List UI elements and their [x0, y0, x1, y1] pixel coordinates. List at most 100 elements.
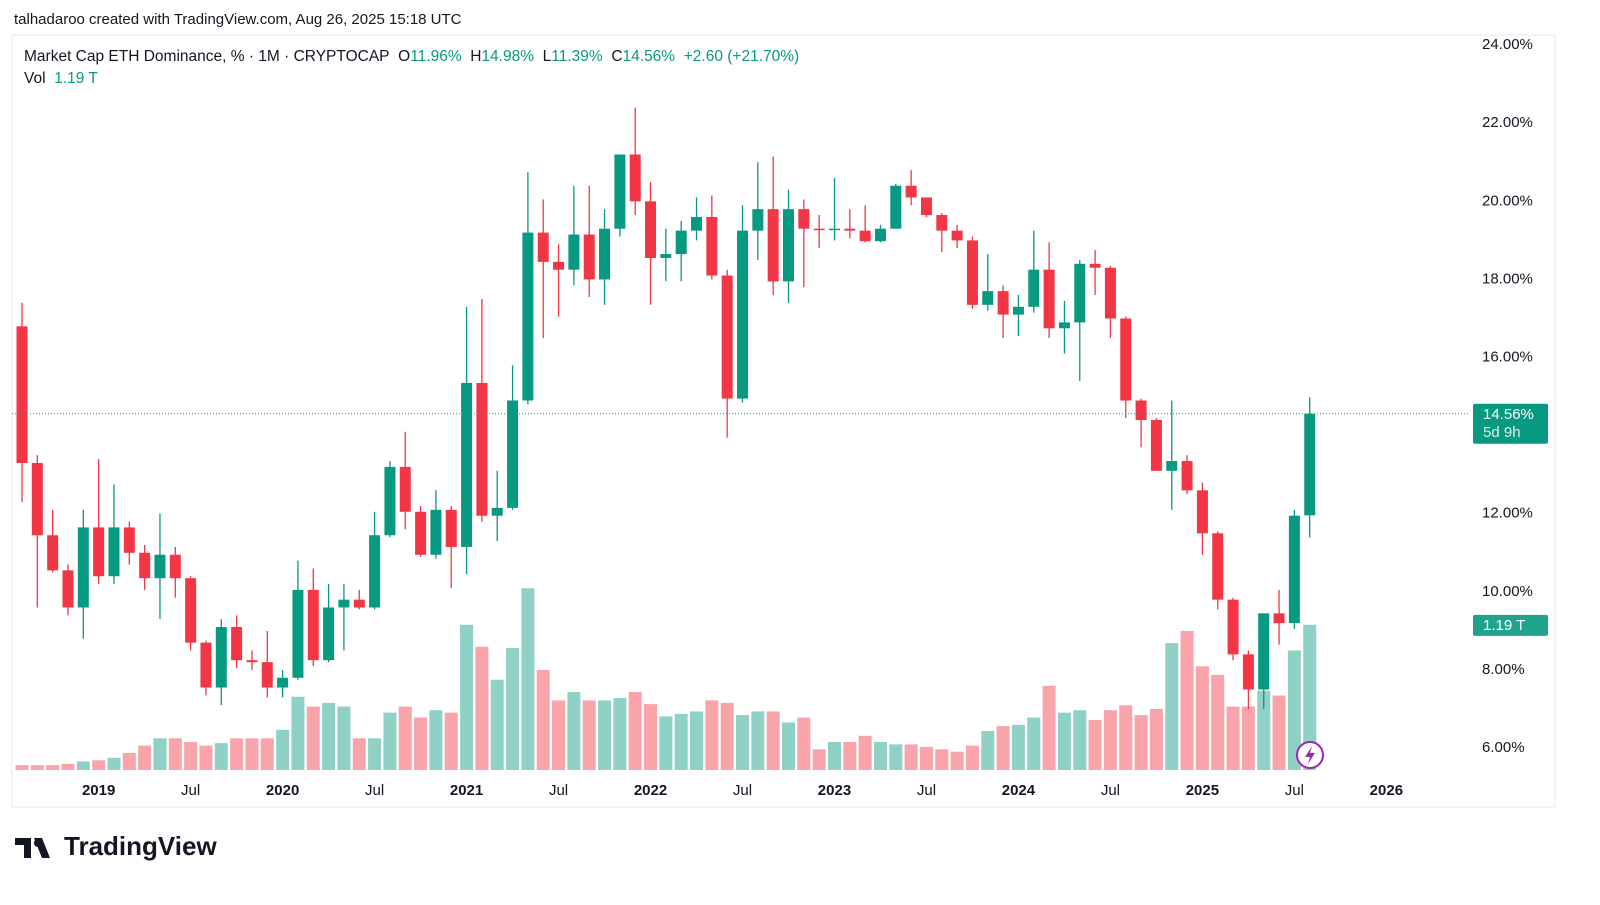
volume-bar	[383, 712, 397, 770]
volume-bar	[214, 743, 228, 770]
volume-bar	[107, 757, 121, 770]
volume-bar	[736, 715, 750, 770]
candle-body	[737, 230, 749, 399]
volume-bar	[567, 691, 581, 770]
candle-body	[783, 209, 794, 282]
candle-body	[752, 209, 764, 231]
volume-bar	[260, 738, 274, 770]
tradingview-logo: TradingView	[15, 831, 217, 861]
legend-key: H	[470, 48, 482, 65]
candle-body	[185, 578, 197, 643]
candle-body	[323, 607, 335, 661]
volume-bar	[797, 717, 811, 770]
candle-body	[813, 228, 825, 231]
volume-bar	[1042, 685, 1056, 770]
volume-bar	[184, 741, 198, 770]
legend: Market Cap ETH Dominance, % · 1M · CRYPT…	[24, 46, 799, 90]
candle-body	[951, 230, 963, 241]
x-tick-label: Jul	[1101, 782, 1120, 799]
candle-body	[169, 554, 181, 579]
volume-bar	[429, 710, 443, 770]
volume-bar	[1057, 712, 1071, 770]
legend-change: +2.60 (+21.70%)	[683, 48, 800, 65]
candle-body	[430, 509, 442, 555]
header: talhadaroo created with TradingView.com,…	[14, 11, 462, 28]
volume-bar	[782, 722, 795, 770]
candle-body	[874, 228, 886, 242]
x-tick-label: 2021	[450, 782, 483, 799]
volume-bar	[199, 745, 213, 770]
volume-bar	[659, 716, 673, 770]
candle-body	[844, 228, 856, 231]
candle-body	[1227, 599, 1239, 655]
candle-body	[1058, 322, 1070, 329]
x-tick-label: 2026	[1370, 782, 1403, 799]
volume-bar	[766, 711, 780, 770]
x-tick-label: Jul	[365, 782, 384, 799]
candle-body	[828, 228, 840, 231]
volume-bar	[1165, 643, 1179, 770]
y-tick-label: 8.00%	[1482, 661, 1525, 678]
candle-body	[369, 535, 381, 608]
volume-bar	[1211, 674, 1225, 770]
y-tick-label: 22.00%	[1482, 114, 1533, 131]
volume-bar	[720, 702, 734, 770]
candle-body	[338, 599, 350, 608]
volume-bar	[843, 741, 857, 770]
last-volume-label: 1.19 T	[1483, 617, 1525, 634]
candle-body	[691, 216, 703, 231]
candle-body	[1196, 490, 1208, 534]
legend-line: Vol 1.19 T	[24, 68, 799, 90]
candle-body	[1242, 654, 1254, 690]
last-price-box	[1473, 403, 1548, 444]
volume-bar	[705, 700, 719, 770]
y-tick-label: 18.00%	[1482, 270, 1533, 287]
candle-body	[415, 511, 427, 555]
volume-bar	[751, 711, 765, 770]
volume-bar	[1088, 719, 1102, 770]
volume-value: 1.19 T	[54, 70, 98, 87]
volume-bar	[1134, 715, 1148, 770]
volume-bar	[352, 738, 366, 770]
volume-bar	[965, 745, 979, 770]
footer: TradingView	[64, 831, 217, 861]
candle-body	[1258, 613, 1270, 690]
candle-body	[982, 291, 994, 305]
x-tick-label: Jul	[549, 782, 568, 799]
volume-bar	[1287, 650, 1301, 770]
candle-body	[1181, 461, 1193, 491]
volume-bar	[858, 735, 872, 770]
candle-body	[445, 509, 457, 547]
last-price-label: 14.56%	[1483, 406, 1534, 423]
candle-body	[62, 570, 74, 608]
volume-bar	[873, 741, 887, 770]
volume-bar	[168, 738, 182, 770]
volume-bar	[1119, 705, 1133, 770]
x-tick-label: 2023	[818, 782, 851, 799]
candle-body	[384, 466, 396, 536]
candle-body	[537, 232, 549, 262]
candle-body	[1104, 267, 1116, 319]
legend-value: 11.96%	[410, 48, 462, 65]
candle-body	[476, 382, 488, 516]
volume-bar	[981, 730, 995, 770]
legend-key: L	[542, 48, 552, 65]
volume-bar	[674, 713, 688, 770]
volume-bar	[613, 698, 627, 770]
volume-bar	[582, 700, 596, 770]
legend-value: 11.39%	[551, 48, 603, 65]
candle-body	[660, 254, 672, 258]
volume-bar	[690, 711, 704, 770]
candle-body	[1028, 269, 1040, 307]
candle-body	[675, 230, 687, 255]
volume-bar	[1195, 666, 1209, 770]
volume-bar	[1257, 690, 1271, 770]
candle-body	[399, 466, 411, 512]
volume-bar	[996, 726, 1010, 770]
volume-bar	[46, 765, 60, 770]
candle-body	[77, 527, 89, 608]
lightning-icon	[1296, 741, 1324, 769]
volume-bar	[444, 712, 458, 770]
candle-body	[246, 660, 258, 663]
